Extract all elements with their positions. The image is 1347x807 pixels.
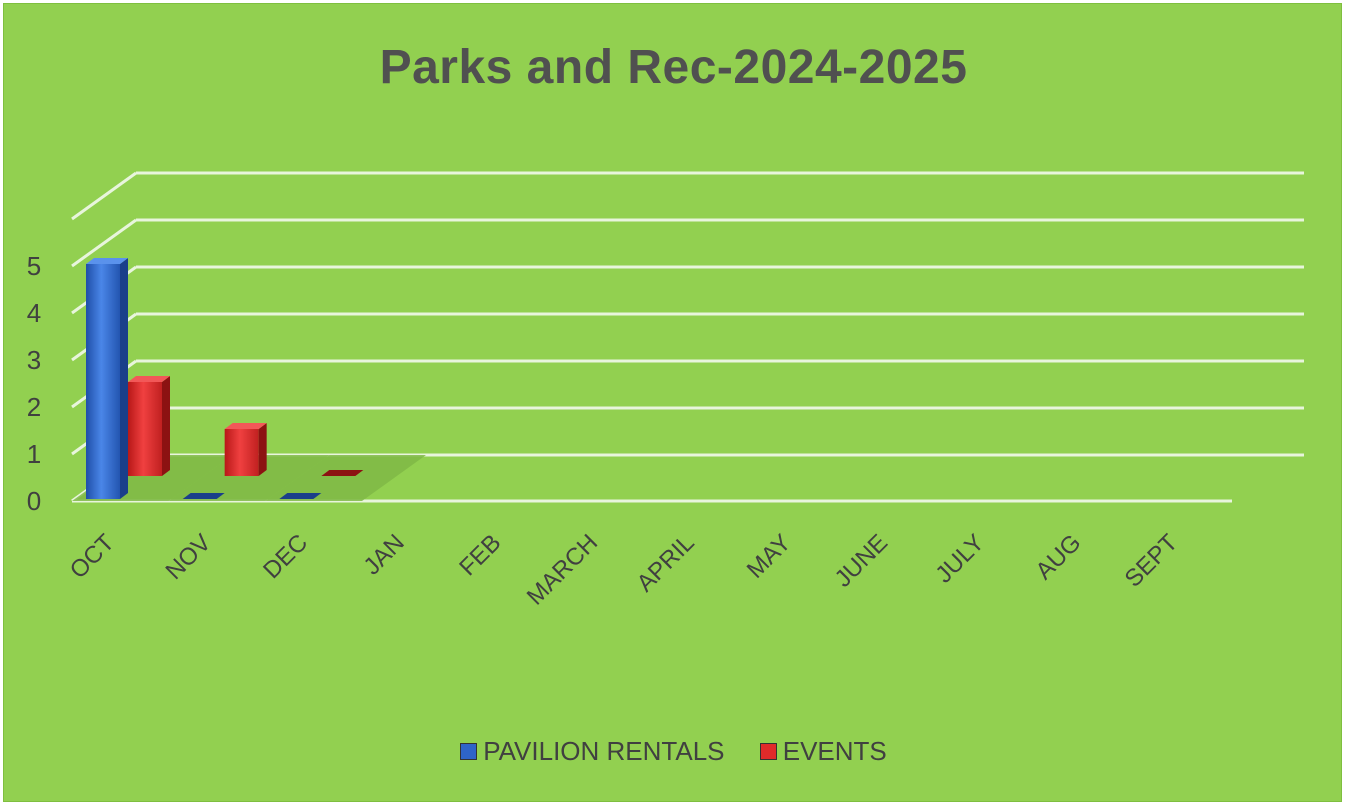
- x-tick-label-sept: SEPT: [1120, 529, 1184, 593]
- bar-events-oct[interactable]: [128, 376, 170, 476]
- y-tick-label: 0: [27, 486, 41, 516]
- y-tick-label: 3: [27, 345, 41, 375]
- legend-item-events[interactable]: EVENTS: [760, 736, 887, 767]
- y-tick-label: 4: [27, 298, 41, 328]
- x-tick-label-aug: AUG: [1031, 529, 1087, 585]
- legend: PAVILION RENTALS EVENTS: [4, 736, 1343, 767]
- legend-label-events: EVENTS: [783, 736, 887, 767]
- legend-swatch-pavilion-rentals: [460, 743, 477, 760]
- y-tick-label: 5: [27, 251, 41, 281]
- bar-events-nov[interactable]: [225, 423, 267, 476]
- x-tick-label-oct: OCT: [65, 529, 120, 584]
- x-tick-label-july: JULY: [930, 529, 989, 588]
- x-tick-label-march: MARCH: [522, 529, 603, 610]
- x-tick-label-may: MAY: [742, 529, 797, 584]
- legend-swatch-events: [760, 743, 777, 760]
- plot-area: 0 1 2 3 4 5 OCT NOV DEC JAN FEB MARCH APRIL MAY JUNE J…: [4, 4, 1343, 803]
- x-tick-label-april: APRIL: [632, 529, 700, 597]
- legend-item-pavilion-rentals[interactable]: PAVILION RENTALS: [460, 736, 724, 767]
- x-tick-label-dec: DEC: [258, 529, 313, 584]
- x-tick-label-june: JUNE: [830, 529, 893, 592]
- bar-pavilion-rentals-oct[interactable]: [86, 258, 128, 499]
- x-axis-ticks: OCT NOV DEC JAN FEB MARCH APRIL MAY JUNE JULY AUG S…: [65, 529, 1183, 611]
- x-tick-label-jan: JAN: [359, 529, 410, 580]
- y-axis-ticks: 0 1 2 3 4 5: [27, 251, 41, 516]
- legend-label-pavilion-rentals: PAVILION RENTALS: [483, 736, 724, 767]
- gridline-side: [72, 173, 136, 219]
- y-tick-label: 2: [27, 392, 41, 422]
- x-tick-label-feb: FEB: [454, 529, 506, 581]
- x-tick-label-nov: NOV: [161, 529, 217, 585]
- y-tick-label: 1: [27, 439, 41, 469]
